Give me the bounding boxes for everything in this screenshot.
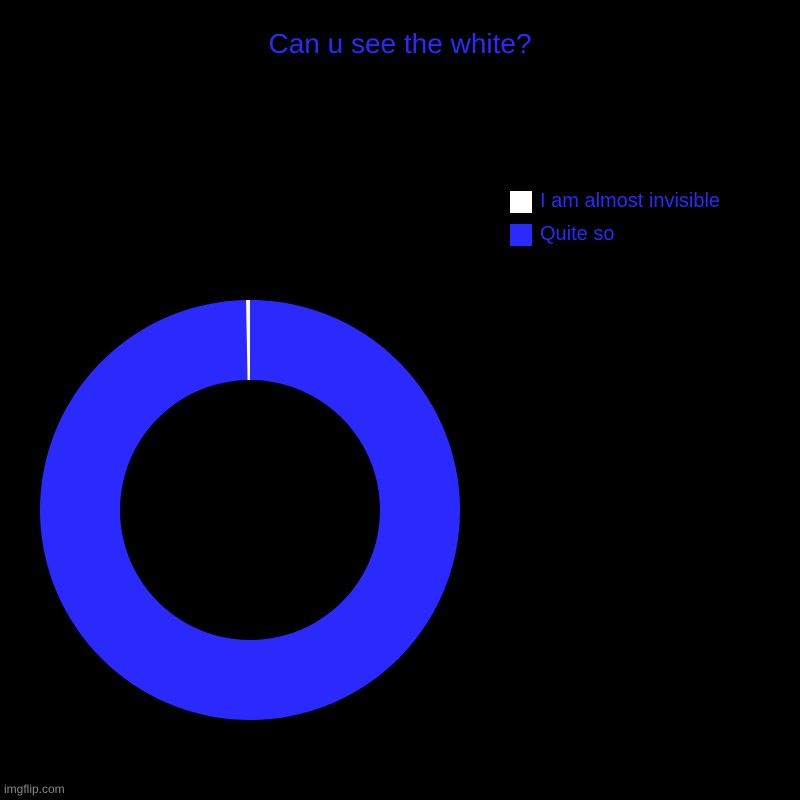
legend-item: I am almost invisible: [510, 190, 720, 213]
legend-label: I am almost invisible: [540, 190, 720, 213]
legend: I am almost invisible Quite so: [510, 190, 720, 246]
legend-swatch: [510, 191, 532, 213]
donut-chart: [20, 280, 480, 740]
donut-slice: [40, 300, 460, 720]
watermark: imgflip.com: [4, 782, 65, 796]
legend-swatch: [510, 224, 532, 246]
chart-title: Can u see the white?: [0, 28, 800, 60]
legend-label: Quite so: [540, 223, 614, 246]
legend-item: Quite so: [510, 223, 720, 246]
